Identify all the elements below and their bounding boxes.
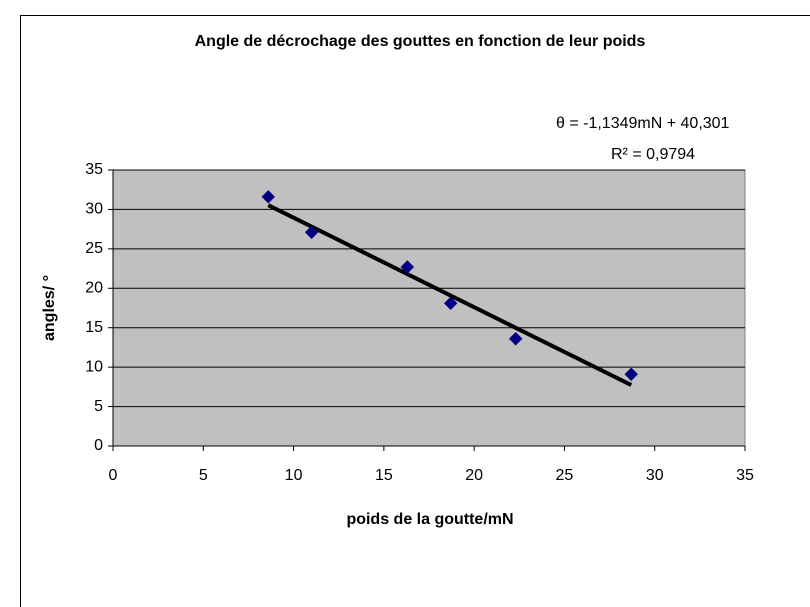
x-tick-label: 15: [375, 467, 393, 484]
data-point: [261, 190, 275, 204]
data-point: [304, 225, 319, 240]
data-point: [508, 332, 523, 346]
y-tick-label: 35: [85, 161, 103, 178]
y-tick-label: 30: [85, 201, 103, 218]
y-tick-label: 0: [94, 437, 103, 454]
y-tick-label: 15: [85, 319, 103, 336]
data-point: [624, 367, 638, 381]
chart-title: Angle de décrochage des gouttes en fonct…: [195, 33, 646, 50]
y-tick-label: 10: [85, 358, 103, 375]
x-axis-label: poids de la goutte/mN: [346, 511, 513, 528]
trendline-r-squared: R² = 0,9794: [611, 146, 695, 163]
x-tick-label: 30: [646, 467, 664, 484]
x-tick-label: 0: [109, 467, 118, 484]
x-tick-label: 35: [736, 467, 754, 484]
y-tick-label: 25: [85, 240, 103, 257]
plot-area: [112, 169, 746, 447]
x-tick-label: 10: [285, 467, 303, 484]
x-tick-label: 25: [556, 467, 574, 484]
trendline-equation: θ = -1,1349mN + 40,301: [556, 115, 730, 132]
x-tick-label: 5: [199, 467, 208, 484]
x-tick-label: 20: [465, 467, 483, 484]
data-point: [443, 296, 458, 310]
y-tick-label: 5: [94, 398, 103, 415]
y-axis-label: angles/ °: [41, 275, 58, 341]
data-point: [400, 260, 415, 274]
trendline: [267, 203, 633, 387]
y-tick-label: 20: [85, 280, 103, 297]
